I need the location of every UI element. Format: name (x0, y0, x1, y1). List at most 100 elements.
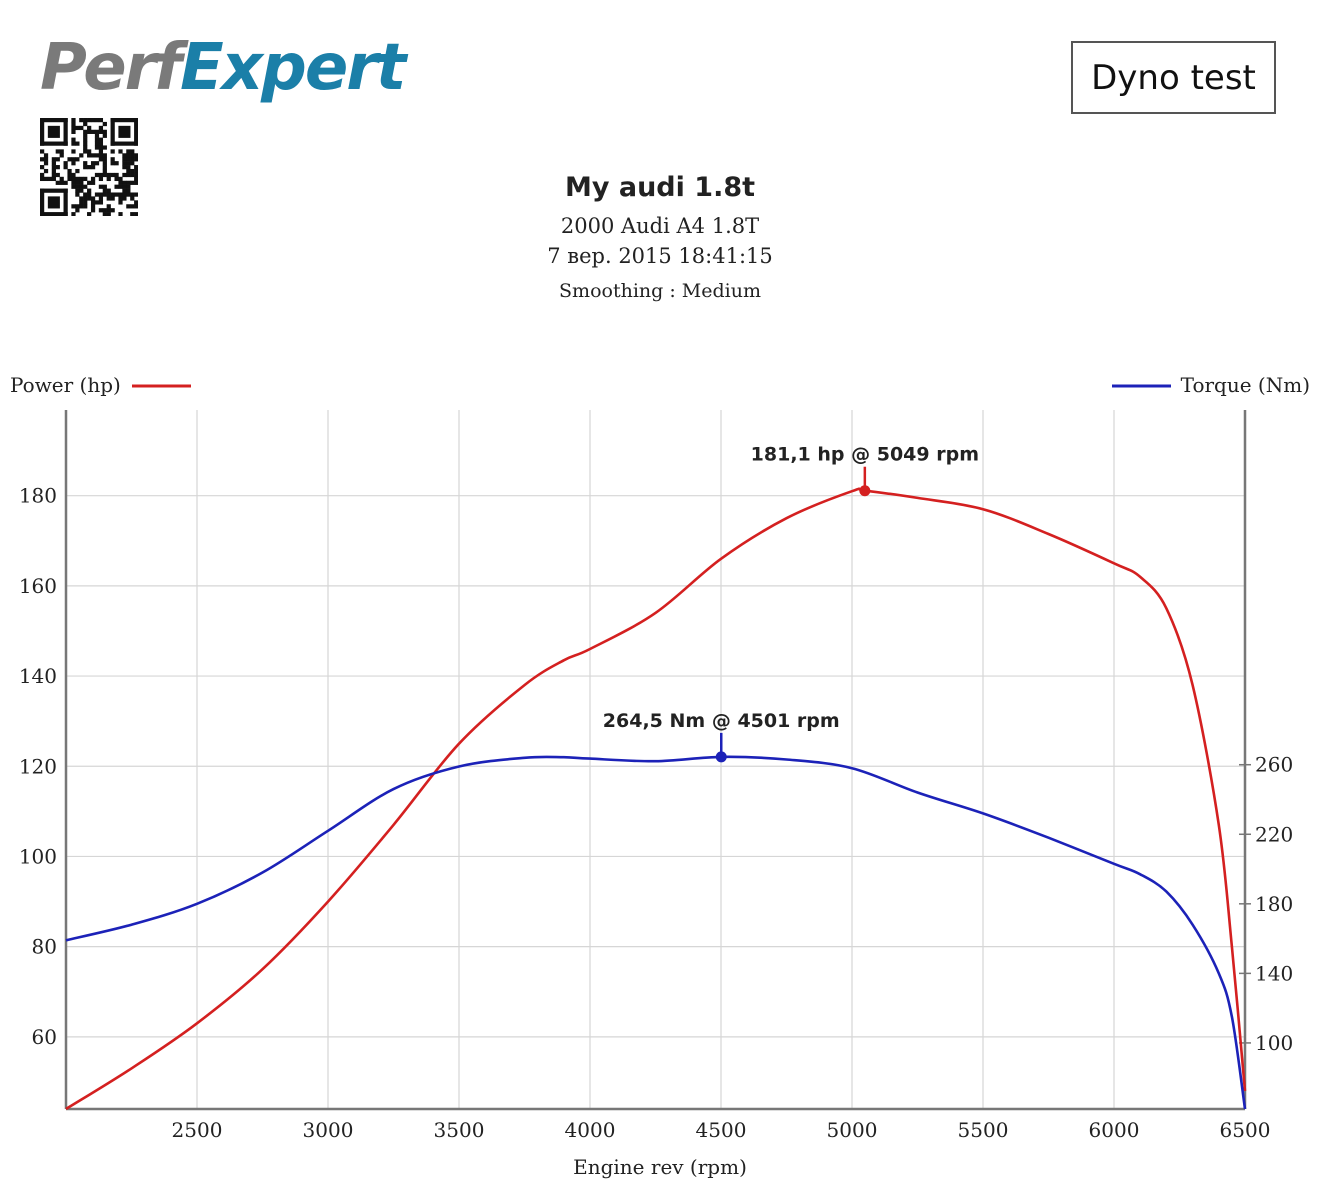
qr-module (87, 192, 92, 197)
right-tick-label: 140 (1255, 961, 1293, 985)
qr-module (98, 157, 104, 162)
qr-module (102, 153, 107, 158)
qr-module (130, 161, 135, 166)
qr-module (75, 168, 80, 174)
qr-module (134, 180, 138, 185)
right-tick-label: 180 (1255, 892, 1293, 916)
qr-module (118, 149, 123, 154)
qr-module (51, 157, 56, 162)
perfexpert-logo: PerfExpert (40, 28, 406, 108)
qr-module (55, 149, 60, 154)
left-tick-label: 180 (19, 484, 57, 508)
qr-module (75, 125, 80, 131)
qr-module (63, 188, 68, 216)
qr-module (67, 176, 72, 182)
qr-module (83, 145, 88, 150)
x-tick-label: 5000 (827, 1118, 878, 1142)
qr-module (83, 204, 88, 209)
torque-curve (65, 755, 1247, 1110)
qr-module (83, 149, 88, 154)
qr-module (94, 200, 100, 205)
qr-module (106, 172, 111, 178)
dyno-test-badge: Dyno test (1071, 41, 1276, 114)
qr-module (87, 165, 92, 170)
grid-lines (66, 410, 1246, 1109)
qr-module (83, 165, 88, 170)
qr-module (130, 212, 135, 216)
qr-module (98, 149, 104, 154)
qr-module (51, 176, 56, 182)
qr-module (102, 161, 107, 166)
qr-module (134, 153, 138, 158)
qr-module (98, 129, 104, 134)
qr-module (118, 125, 131, 138)
qr-module (71, 149, 76, 154)
qr-module (55, 157, 60, 162)
torque-peak-marker (715, 751, 727, 763)
left-tick-label: 120 (19, 754, 57, 778)
qr-module (90, 208, 96, 213)
qr-module (59, 176, 64, 182)
qr-module (79, 196, 84, 201)
qr-module (59, 149, 64, 154)
qr-module (126, 149, 131, 154)
qr-module (126, 184, 131, 189)
legend-torque-label: Torque (Nm) (1181, 373, 1310, 397)
qr-module (134, 192, 138, 197)
qr-module (75, 188, 80, 193)
qr-module (102, 145, 107, 150)
logo-expert-text: Expert (180, 31, 406, 105)
qr-module (79, 188, 84, 193)
qr-module (40, 172, 45, 178)
qr-module (40, 118, 45, 146)
qr-module (90, 165, 96, 170)
qr-module (75, 184, 80, 189)
series-lines (65, 487, 1247, 1111)
qr-module (83, 161, 88, 166)
qr-module (55, 165, 60, 170)
qr-module (71, 157, 76, 162)
qr-module (118, 176, 123, 182)
qr-module (134, 172, 138, 178)
qr-module (90, 129, 96, 134)
qr-module (130, 168, 135, 174)
qr-module (122, 188, 127, 193)
qr-module (94, 192, 100, 197)
qr-module (71, 141, 76, 146)
x-tick-label: 3000 (303, 1118, 354, 1142)
qr-module (67, 168, 72, 174)
qr-module (90, 153, 96, 158)
qr-module (130, 153, 135, 158)
qr-module (40, 188, 68, 193)
qr-module (90, 200, 96, 205)
qr-module (79, 176, 84, 182)
qr-module (40, 157, 45, 162)
qr-module (43, 176, 49, 182)
x-tick-label: 4000 (565, 1118, 616, 1142)
qr-module (87, 153, 92, 158)
x-tick-label: 5500 (958, 1118, 1009, 1142)
qr-module (71, 118, 76, 123)
qr-module (122, 184, 127, 189)
qr-module (83, 133, 88, 138)
qr-module (83, 192, 88, 197)
qr-module (122, 157, 127, 162)
qr-module (90, 196, 96, 201)
logo-perf-text: Perf (40, 31, 182, 105)
qr-module (118, 192, 123, 197)
qr-module (98, 145, 104, 150)
report-title: My audi 1.8t (564, 172, 756, 203)
qr-module (40, 212, 68, 216)
qr-module (98, 200, 104, 205)
qr-module (134, 165, 138, 170)
qr-module (47, 176, 53, 182)
qr-module (126, 153, 131, 158)
qr-module (98, 153, 104, 158)
qr-module (75, 180, 80, 185)
qr-module (106, 196, 111, 201)
qr-module (94, 118, 100, 123)
qr-module (83, 121, 88, 127)
qr-module (126, 172, 131, 178)
qr-module (87, 196, 92, 201)
